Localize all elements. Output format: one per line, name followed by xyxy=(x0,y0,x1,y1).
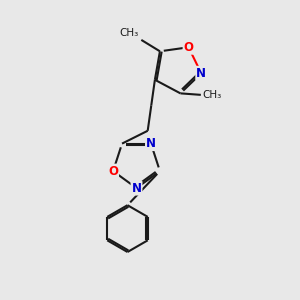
Text: N: N xyxy=(146,137,156,150)
Text: CH₃: CH₃ xyxy=(202,90,222,100)
Text: O: O xyxy=(108,165,118,178)
Text: CH₃: CH₃ xyxy=(120,28,139,38)
Text: N: N xyxy=(196,67,206,80)
Text: O: O xyxy=(184,41,194,54)
Text: N: N xyxy=(131,182,142,195)
